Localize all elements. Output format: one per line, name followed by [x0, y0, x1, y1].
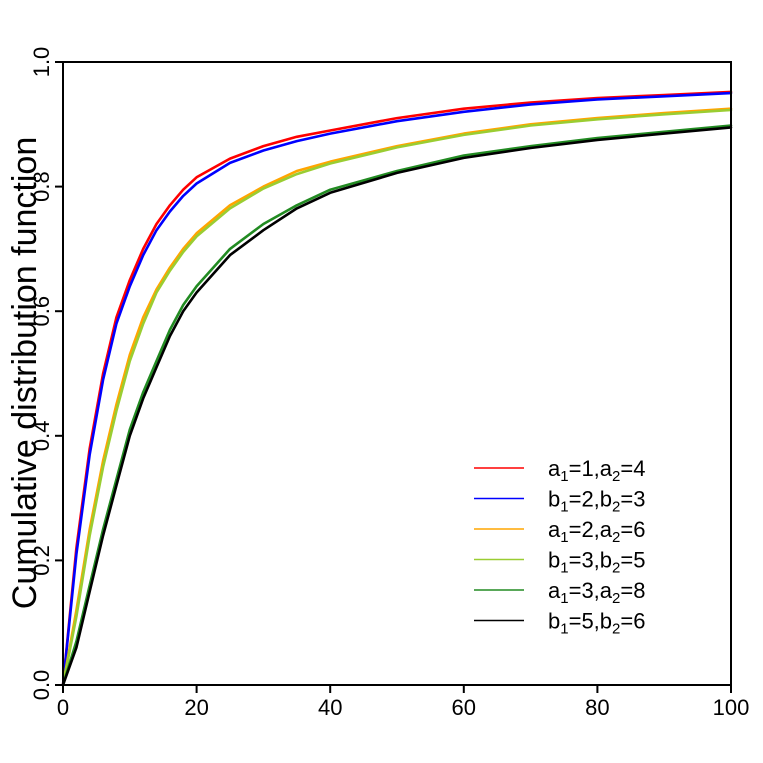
x-tick-label: 20 [184, 695, 208, 720]
y-tick-label: 0.4 [29, 421, 54, 452]
legend-label: a1=1,a2=4 [548, 456, 645, 485]
x-tick-label: 40 [318, 695, 342, 720]
series-line-2 [61, 91, 733, 687]
series-line-5 [61, 124, 733, 687]
legend: a1=1,a2=4b1=2,b2=3a1=2,a2=6b1=3,b2=5a1=3… [474, 456, 645, 638]
plot-frame [62, 61, 732, 686]
y-tick-label: 1.0 [29, 47, 54, 78]
y-tick-label: 0.6 [29, 296, 54, 327]
y-axis: 0.0 0.2 0.4 0.6 0.8 1.0 [29, 47, 63, 701]
x-tick-label: 60 [452, 695, 476, 720]
legend-label: a1=2,a2=6 [548, 517, 645, 546]
series-layer [61, 90, 733, 687]
x-axis: 0 20 40 60 80 100 [57, 685, 749, 720]
legend-label: b1=5,b2=6 [548, 609, 645, 638]
x-tick-label: 0 [57, 695, 69, 720]
legend-label: a1=3,a2=8 [548, 578, 645, 607]
y-tick-label: 0.2 [29, 545, 54, 576]
y-tick-label: 0.8 [29, 171, 54, 202]
legend-label: b1=2,b2=3 [548, 487, 645, 516]
y-axis-title: Cumulative distribution function [6, 137, 44, 609]
legend-label: b1=3,b2=5 [548, 548, 645, 577]
series-line-4 [61, 108, 733, 687]
x-tick-label: 80 [585, 695, 609, 720]
series-line-1 [61, 90, 733, 687]
series-line-6 [61, 126, 733, 687]
y-tick-label: 0.0 [29, 670, 54, 701]
x-tick-label: 100 [713, 695, 750, 720]
